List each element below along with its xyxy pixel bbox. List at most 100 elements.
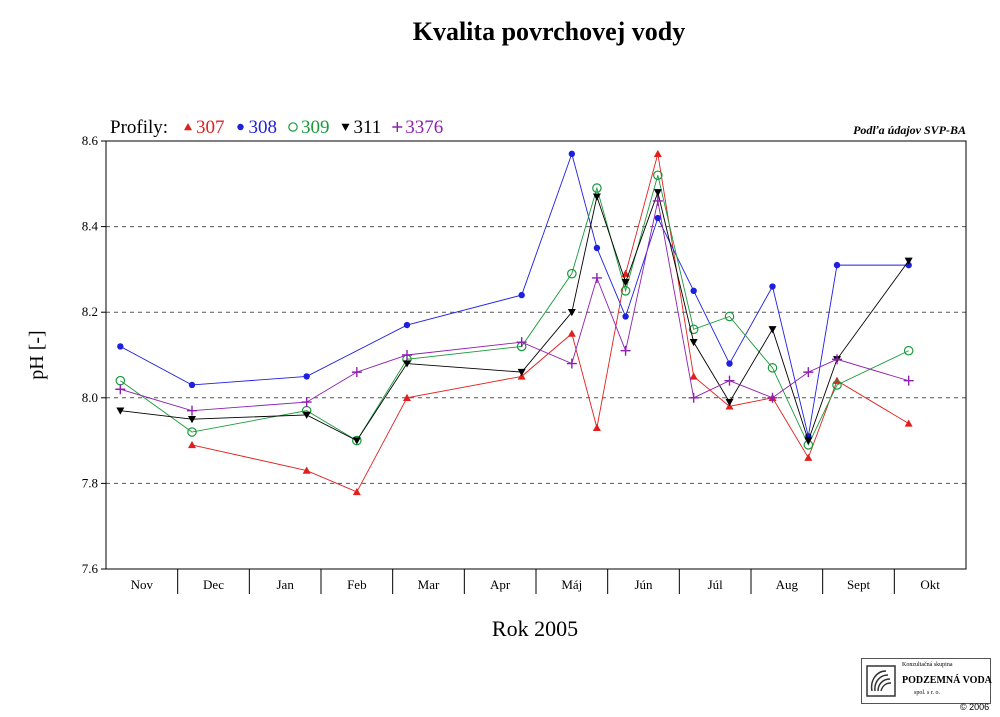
data-point-3376 [187, 406, 197, 416]
data-point-308 [769, 283, 775, 289]
data-point-3376 [352, 367, 362, 377]
legend-items: 307 308 309 311 3376 [184, 117, 443, 138]
legend-marker-3376 [392, 122, 402, 132]
data-point-3376 [592, 273, 602, 283]
y-tick-label: 8.0 [82, 390, 98, 405]
data-point-3376 [725, 376, 735, 386]
source-note: Podľa údajov SVP-BA [853, 123, 966, 137]
y-axis: 7.6 7.8 8.0 8.2 8.4 8.6 [82, 133, 106, 576]
series-line-308 [120, 154, 908, 436]
legend-label-307: 307 [196, 117, 225, 138]
data-point-308 [690, 288, 696, 294]
data-point-308 [569, 151, 575, 157]
wave-logo-icon [866, 665, 896, 697]
data-point-311 [726, 399, 734, 406]
legend-marker-307 [184, 123, 192, 130]
series-311 [116, 189, 912, 444]
data-point-308 [594, 245, 600, 251]
logo-sub-text: spol. s r. o. [914, 690, 940, 696]
data-point-311 [690, 339, 698, 346]
legend-item-309: 309 [289, 117, 330, 138]
data-point-3376 [517, 337, 527, 347]
legend-item-308: 308 [237, 117, 277, 138]
data-point-311 [654, 189, 662, 196]
x-axis-label: Rok 2005 [492, 616, 578, 641]
x-tick-label: Máj [561, 577, 582, 592]
legend-label-309: 309 [301, 117, 330, 138]
data-point-307 [353, 488, 361, 495]
legend-label-308: 308 [249, 117, 278, 138]
y-axis-label: pH [-] [26, 330, 48, 379]
data-point-3376 [302, 397, 312, 407]
data-point-307 [654, 150, 662, 157]
data-point-308 [655, 215, 661, 221]
data-point-308 [518, 292, 524, 298]
data-point-307 [593, 424, 601, 431]
legend-marker-308 [237, 124, 243, 130]
data-point-307 [905, 419, 913, 426]
data-point-311 [188, 416, 196, 423]
legend-label-3376: 3376 [405, 117, 443, 138]
data-point-308 [726, 360, 732, 366]
legend-marker-311 [342, 124, 350, 131]
data-point-307 [690, 372, 698, 379]
data-point-308 [303, 373, 309, 379]
data-point-3376 [567, 359, 577, 369]
y-tick-label: 7.8 [82, 475, 98, 490]
data-point-3376 [904, 376, 914, 386]
series-3376 [115, 196, 913, 416]
data-point-3376 [653, 196, 663, 206]
x-tick-label: Feb [347, 577, 367, 592]
legend-marker-309 [289, 123, 297, 131]
y-tick-label: 8.4 [82, 219, 99, 234]
legend-item-307: 307 [184, 117, 225, 138]
x-tick-label: Okt [920, 577, 940, 592]
data-point-307 [188, 441, 196, 448]
data-point-311 [769, 326, 777, 333]
data-point-308 [622, 313, 628, 319]
y-tick-label: 8.2 [82, 304, 98, 319]
data-point-3376 [803, 367, 813, 377]
series-308 [117, 151, 912, 440]
data-point-311 [622, 279, 630, 286]
y-tick-label: 7.6 [82, 561, 99, 576]
logo-company-name: PODZEMNÁ VODA [902, 675, 992, 686]
legend-title: Profily: [110, 117, 168, 138]
data-point-3376 [115, 384, 125, 394]
data-point-3376 [768, 393, 778, 403]
legend-item-311: 311 [342, 117, 382, 138]
x-tick-label: Dec [203, 577, 224, 592]
logo-top-text: Konzultačná skupina [902, 662, 952, 668]
data-point-309 [904, 347, 912, 355]
data-point-308 [117, 343, 123, 349]
x-tick-label: Jún [634, 577, 653, 592]
data-point-3376 [832, 354, 842, 364]
series-line-311 [120, 192, 908, 440]
legend: Profily: 307 308 309 311 3376 [110, 117, 443, 138]
x-tick-label: Mar [418, 577, 440, 592]
data-point-307 [568, 330, 576, 337]
company-logo: Konzultačná skupina PODZEMNÁ VODA spol. … [861, 658, 991, 704]
chart-title: Kvalita povrchovej vody [413, 17, 686, 46]
series-line-3376 [120, 201, 908, 411]
legend-label-311: 311 [354, 117, 382, 138]
series-layer [115, 150, 913, 495]
data-point-3376 [621, 346, 631, 356]
data-point-311 [518, 369, 526, 376]
legend-item-3376: 3376 [392, 117, 443, 138]
x-tick-label: Júl [708, 577, 724, 592]
y-tick-label: 8.6 [82, 133, 99, 148]
data-point-3376 [689, 393, 699, 403]
series-line-309 [120, 175, 908, 445]
x-tick-label: Aug [776, 577, 799, 592]
data-point-308 [834, 262, 840, 268]
data-point-308 [404, 322, 410, 328]
series-line-307 [192, 154, 909, 492]
x-tick-label: Apr [490, 577, 511, 592]
data-point-307 [804, 454, 812, 461]
x-tick-label: Nov [131, 577, 154, 592]
x-tick-label: Sept [847, 577, 871, 592]
copyright-text: © 2006 [960, 702, 989, 712]
x-tick-label: Jan [276, 577, 294, 592]
